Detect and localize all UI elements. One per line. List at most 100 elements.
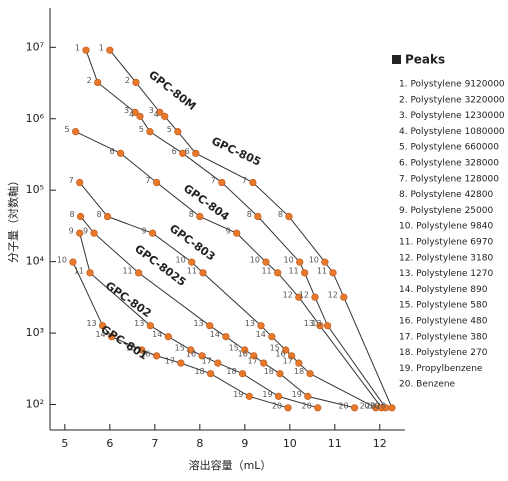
data-point bbox=[285, 212, 293, 221]
y-tick-label: 10⁴ bbox=[26, 255, 45, 268]
series-line bbox=[80, 216, 355, 409]
point-label: 5 bbox=[167, 125, 172, 134]
data-point bbox=[276, 370, 284, 378]
point-label: 3 bbox=[149, 106, 154, 115]
data-point bbox=[284, 404, 292, 412]
data-point bbox=[196, 212, 204, 221]
point-label: 14 bbox=[152, 330, 162, 339]
x-axis-label: 溶出容量（mL） bbox=[189, 458, 272, 472]
point-label: 11 bbox=[187, 266, 197, 275]
point-label: 17 bbox=[283, 357, 293, 366]
point-label: 16 bbox=[186, 349, 196, 358]
series-name: GPC-8025 bbox=[132, 242, 188, 289]
point-label: 13 bbox=[86, 319, 96, 328]
point-label: 14 bbox=[210, 330, 220, 339]
point-label: 14 bbox=[256, 330, 266, 339]
data-point bbox=[340, 293, 348, 301]
series-name: GPC-80M bbox=[146, 68, 198, 113]
data-point bbox=[138, 346, 146, 354]
y-tick-label: 10⁷ bbox=[26, 40, 44, 53]
data-point bbox=[146, 128, 154, 136]
point-label: 14 bbox=[95, 330, 105, 339]
point-label: 15 bbox=[270, 343, 280, 352]
data-point bbox=[268, 333, 276, 341]
data-point bbox=[274, 269, 282, 277]
data-point bbox=[254, 212, 262, 221]
point-label: 18 bbox=[194, 367, 204, 376]
point-label: 20 bbox=[376, 401, 386, 410]
point-label: 18 bbox=[294, 367, 304, 376]
data-point bbox=[214, 359, 222, 367]
legend-entry: 13. Polystylene 1270 bbox=[399, 269, 493, 279]
data-point bbox=[295, 293, 303, 301]
point-label: 19 bbox=[292, 390, 302, 399]
legend-entry: 20. Benzene bbox=[399, 380, 456, 390]
point-label: 7 bbox=[211, 176, 216, 185]
point-label: 10 bbox=[176, 256, 186, 265]
legend-marker bbox=[392, 55, 401, 64]
point-label: 15 bbox=[175, 343, 185, 352]
point-label: 6 bbox=[110, 147, 115, 156]
data-point bbox=[304, 392, 312, 400]
data-point bbox=[103, 212, 112, 221]
point-label: 10 bbox=[250, 256, 260, 265]
x-tick-label: 10 bbox=[283, 437, 297, 450]
data-point bbox=[90, 229, 98, 237]
legend-entry: 15. Polystylene 580 bbox=[399, 301, 488, 311]
legend-entry: 12. Polystylene 3180 bbox=[399, 253, 493, 263]
x-tick-label: 6 bbox=[106, 437, 113, 450]
point-label: 1 bbox=[75, 44, 80, 53]
data-point bbox=[179, 149, 187, 157]
data-point bbox=[153, 178, 161, 187]
point-label: 8 bbox=[247, 210, 252, 219]
point-label: 2 bbox=[125, 76, 130, 85]
data-point bbox=[324, 322, 332, 330]
data-point bbox=[135, 269, 143, 277]
legend-entry: 3. Polystylene 1230000 bbox=[399, 111, 505, 121]
point-label: 7 bbox=[146, 176, 151, 185]
legend-entry: 19. Propylbenzene bbox=[399, 364, 483, 374]
data-point bbox=[76, 212, 85, 221]
data-point bbox=[94, 78, 102, 87]
data-point bbox=[321, 258, 329, 266]
point-label: 8 bbox=[278, 210, 283, 219]
legend-entry: 10. Polystylene 9840 bbox=[399, 222, 493, 232]
point-label: 11 bbox=[288, 266, 298, 275]
point-label: 17 bbox=[248, 357, 258, 366]
data-point bbox=[136, 112, 144, 120]
data-point bbox=[72, 128, 80, 136]
point-label: 12 bbox=[299, 291, 309, 300]
data-point bbox=[106, 46, 114, 54]
point-label: 20 bbox=[338, 401, 348, 410]
data-point bbox=[306, 370, 314, 378]
data-point bbox=[117, 149, 125, 157]
x-tick-label: 12 bbox=[373, 437, 387, 450]
data-point bbox=[233, 229, 241, 237]
legend-entry: 16. Polystylene 480 bbox=[399, 317, 488, 327]
point-label: 19 bbox=[233, 390, 243, 399]
data-point bbox=[250, 352, 258, 360]
legend-entry: 5. Polystylene 660000 bbox=[399, 143, 499, 153]
point-label: 8 bbox=[189, 210, 194, 219]
data-point bbox=[82, 46, 90, 54]
legend-entry: 9. Polystylene 25000 bbox=[399, 206, 493, 216]
x-tick-label: 5 bbox=[61, 437, 68, 450]
series-name: GPC-801 bbox=[99, 323, 150, 363]
point-label: 11 bbox=[317, 266, 327, 275]
point-label: 13 bbox=[245, 319, 255, 328]
legend-entry: 2. Polystylene 3220000 bbox=[399, 95, 505, 105]
data-point bbox=[199, 269, 207, 277]
data-point bbox=[76, 229, 84, 237]
point-label: 5 bbox=[65, 125, 70, 134]
point-label: 12 bbox=[328, 291, 338, 300]
data-point bbox=[108, 333, 116, 341]
data-point bbox=[351, 404, 359, 412]
data-point bbox=[198, 352, 206, 360]
point-label: 3 bbox=[124, 106, 129, 115]
data-point bbox=[241, 346, 249, 354]
data-point bbox=[296, 258, 304, 266]
point-label: 4 bbox=[154, 110, 159, 119]
point-label: 8 bbox=[70, 210, 75, 219]
point-label: 16 bbox=[140, 349, 150, 358]
point-label: 11 bbox=[261, 266, 271, 275]
